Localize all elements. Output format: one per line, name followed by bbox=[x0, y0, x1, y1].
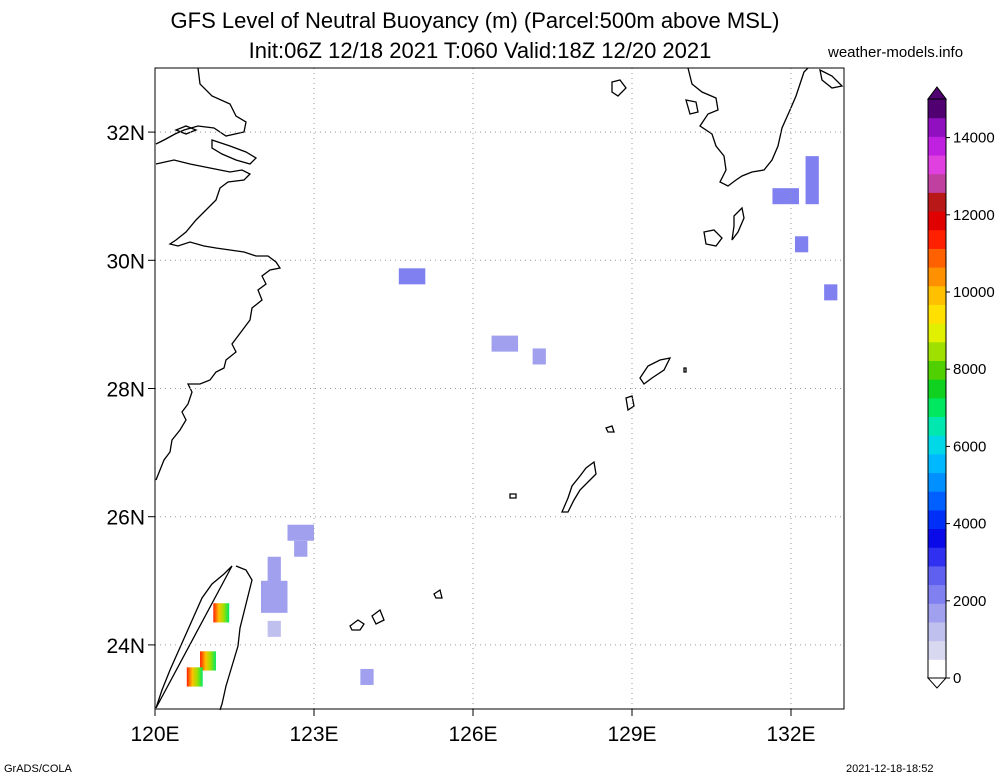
data-cell bbox=[824, 284, 838, 301]
data-cell bbox=[398, 268, 426, 285]
colorbar-high-arrow bbox=[927, 86, 947, 100]
japan-island bbox=[611, 79, 627, 97]
data-cell bbox=[294, 540, 308, 557]
colorbar-segment bbox=[928, 397, 946, 418]
coast-inlet bbox=[174, 125, 198, 135]
colorbar-segment bbox=[928, 117, 946, 137]
hot-data-cell bbox=[186, 667, 203, 687]
colorbar-segment bbox=[928, 304, 946, 324]
colorbar-low-arrow bbox=[926, 677, 948, 689]
lon-tick-label: 120E bbox=[130, 723, 179, 746]
colorbar-segment bbox=[928, 528, 946, 548]
colorbar-segment bbox=[928, 603, 946, 623]
island bbox=[683, 367, 687, 373]
colorbar-segment bbox=[928, 491, 946, 511]
kyushu-outline bbox=[687, 67, 809, 187]
gridlines bbox=[154, 68, 844, 709]
chart-subtitle: Init:06Z 12/18 2021 T:060 Valid:18Z 12/2… bbox=[248, 38, 712, 63]
coastlines bbox=[155, 67, 844, 711]
colorbar-segment bbox=[928, 248, 946, 268]
sakishima-island bbox=[371, 608, 385, 625]
footer-timestamp: 2021-12-18-18:52 bbox=[846, 763, 934, 775]
island bbox=[625, 395, 635, 412]
colorbar-segment bbox=[928, 584, 946, 604]
colorbar: 0 2000 4000 6000 8000 10000 12000 14000 bbox=[926, 86, 995, 689]
colorbar-segment bbox=[928, 416, 946, 436]
colorbar-segment bbox=[928, 229, 946, 249]
colorbar-label: 0 bbox=[953, 670, 961, 687]
colorbar-segment bbox=[928, 323, 946, 343]
taiwan-outline bbox=[155, 565, 253, 711]
lat-tick-label: 26N bbox=[106, 507, 145, 530]
colorbar-segment bbox=[928, 659, 946, 679]
colorbar-segment bbox=[928, 453, 946, 474]
colorbar-label: 12000 bbox=[953, 207, 995, 224]
china-coastline bbox=[155, 67, 282, 481]
colorbar-segment bbox=[928, 621, 946, 642]
data-cell bbox=[360, 668, 374, 685]
island bbox=[605, 425, 615, 433]
data-cell bbox=[267, 620, 281, 637]
data-cell bbox=[794, 236, 809, 253]
colorbar-segment bbox=[928, 136, 946, 156]
data-cell bbox=[772, 188, 799, 205]
sakishima-island bbox=[349, 619, 365, 631]
colorbar-segment bbox=[928, 99, 946, 119]
hot-data-cell bbox=[200, 651, 216, 671]
data-cell bbox=[532, 348, 546, 365]
colorbar-label: 8000 bbox=[953, 361, 986, 378]
yangtze-estuary bbox=[211, 139, 258, 165]
lon-tick-label: 129E bbox=[607, 723, 656, 746]
colorbar-segment bbox=[928, 435, 946, 455]
colorbar-segment bbox=[928, 211, 946, 231]
lat-tick-label: 28N bbox=[106, 379, 145, 402]
colorbar-segment bbox=[928, 509, 946, 530]
colorbar-segment bbox=[928, 640, 946, 660]
colorbar-label: 6000 bbox=[953, 438, 986, 455]
colorbar-label: 2000 bbox=[953, 593, 986, 610]
island bbox=[433, 588, 443, 599]
credit-label: weather-models.info bbox=[828, 44, 964, 61]
axis-ticks: 120E 123E 126E 129E 132E 32N 30N 28N 26N 24N bbox=[106, 122, 815, 746]
colorbar-segment bbox=[928, 155, 946, 175]
okinawa-island bbox=[561, 460, 597, 513]
lon-tick-label: 126E bbox=[448, 723, 497, 746]
lon-tick-label: 132E bbox=[766, 723, 815, 746]
lat-tick-label: 24N bbox=[106, 635, 145, 658]
colorbar-segment bbox=[928, 565, 946, 586]
japan-island bbox=[685, 99, 699, 115]
colorbar-segment bbox=[928, 192, 946, 212]
lat-tick-label: 30N bbox=[106, 250, 145, 273]
chart-title: GFS Level of Neutral Buoyancy (m) (Parce… bbox=[170, 8, 780, 33]
data-cell bbox=[805, 156, 819, 205]
data-cells-layer bbox=[186, 156, 838, 687]
data-cell bbox=[261, 580, 288, 613]
hot-data-cell bbox=[213, 603, 230, 623]
colorbar-segment bbox=[928, 341, 946, 361]
lat-tick-label: 32N bbox=[106, 122, 145, 145]
data-cell bbox=[287, 524, 314, 541]
colorbar-segment bbox=[928, 547, 946, 567]
japan-island bbox=[819, 68, 844, 89]
colorbar-segment bbox=[928, 379, 946, 399]
japan-island bbox=[731, 206, 745, 241]
colorbar-label: 10000 bbox=[953, 284, 995, 301]
data-cell bbox=[491, 335, 519, 352]
colorbar-frame bbox=[927, 98, 947, 679]
colorbar-label: 14000 bbox=[953, 130, 995, 147]
japan-island bbox=[703, 229, 723, 247]
colorbar-segment bbox=[928, 267, 946, 287]
colorbar-segment bbox=[928, 285, 946, 305]
island bbox=[509, 493, 517, 499]
footer-software-label: GrADS/COLA bbox=[4, 763, 72, 775]
colorbar-label: 4000 bbox=[953, 516, 986, 533]
colorbar-segment bbox=[928, 472, 946, 492]
amami-island bbox=[639, 357, 672, 385]
colorbar-segment bbox=[928, 360, 946, 380]
lon-tick-label: 123E bbox=[289, 723, 338, 746]
colorbar-segment bbox=[928, 173, 946, 193]
